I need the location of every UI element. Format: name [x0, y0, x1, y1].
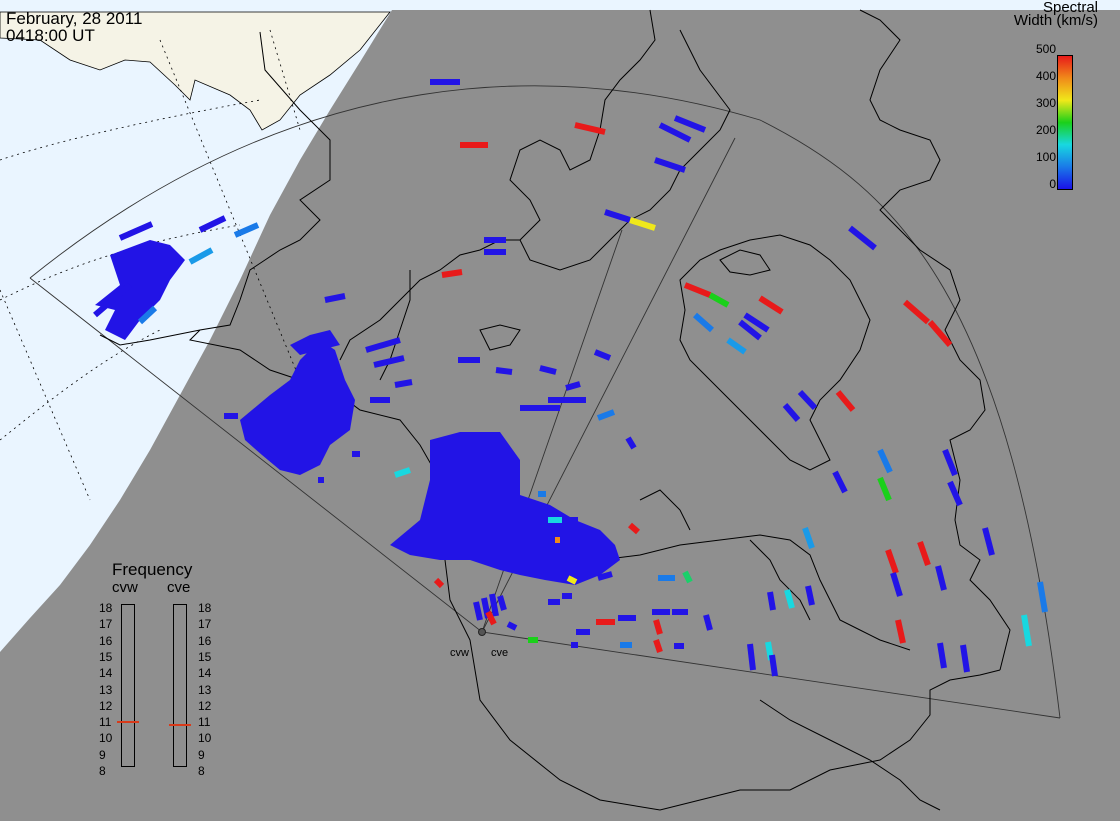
colorbar-title-line1: Spectral — [1042, 0, 1098, 16]
radar-label-cve: cve — [491, 647, 509, 659]
radar-label-cvw: cvw — [450, 647, 469, 659]
graticule — [0, 29, 301, 501]
frequency-scale-label: 14 — [99, 666, 113, 681]
date-label: February, 28 2011 — [6, 9, 143, 28]
frequency-scale-label: 10 — [198, 731, 212, 746]
frequency-scale-label: 12 — [198, 698, 212, 713]
frequency-scale-label: 8 — [198, 764, 205, 778]
colorbar — [1057, 55, 1073, 190]
frequency-scale-label: 13 — [99, 682, 113, 697]
day-land — [0, 11, 391, 131]
frequency-marker-cve — [169, 723, 191, 726]
frequency-box-cvw — [121, 604, 135, 767]
colorbar-tick: 200 — [1035, 123, 1056, 137]
night-region — [0, 10, 1120, 821]
frequency-marker-cvw — [117, 720, 139, 723]
radar-site-marker — [478, 628, 486, 636]
frequency-scale-label: 8 — [99, 764, 106, 778]
frequency-radar-cve: cve — [167, 579, 191, 596]
frequency-scale-label: 17 — [99, 617, 113, 632]
echo-cluster-west-2 — [290, 330, 340, 355]
frequency-scale-label: 18 — [99, 601, 113, 615]
colorbar-tick: 400 — [1035, 69, 1056, 83]
frequency-scale-label: 10 — [99, 731, 113, 746]
frequency-scale-label: 17 — [198, 617, 212, 632]
colorbar-tick: 100 — [1035, 150, 1056, 164]
echo-layer — [95, 240, 620, 585]
frequency-scale-label: 14 — [198, 666, 212, 681]
frequency-scale-label: 15 — [198, 649, 212, 664]
colorbar-tick: 0 — [1049, 177, 1056, 191]
frequency-radar-cvw: cvw — [112, 579, 138, 596]
colorbar-tick: 500 — [1035, 42, 1056, 56]
frequency-scale-label: 11 — [99, 715, 112, 730]
frequency-scale-label: 12 — [99, 698, 113, 713]
frequency-scale-label: 9 — [198, 747, 205, 762]
frequency-title: Frequency — [112, 560, 193, 579]
echo-cluster-ocean — [95, 240, 185, 340]
frequency-scale-label: 16 — [198, 633, 212, 648]
colorbar-title-line2: Width (km/s) — [1013, 12, 1098, 29]
time-label: 0418:00 UT — [6, 26, 95, 45]
frequency-scale-label: 11 — [198, 715, 211, 730]
coastlines — [99, 9, 1011, 811]
echo-segments — [93, 79, 1048, 677]
colorbar-tick: 300 — [1035, 96, 1056, 110]
frequency-scale-label: 13 — [198, 682, 212, 697]
frequency-scale-label: 9 — [99, 747, 106, 762]
frequency-scale-label: 18 — [198, 601, 212, 615]
echo-cluster-main — [390, 432, 620, 585]
frequency-box-cve — [173, 604, 187, 767]
frequency-scale-label: 15 — [99, 649, 113, 664]
echo-cluster-west — [240, 340, 355, 475]
frequency-scale-label: 16 — [99, 633, 113, 648]
